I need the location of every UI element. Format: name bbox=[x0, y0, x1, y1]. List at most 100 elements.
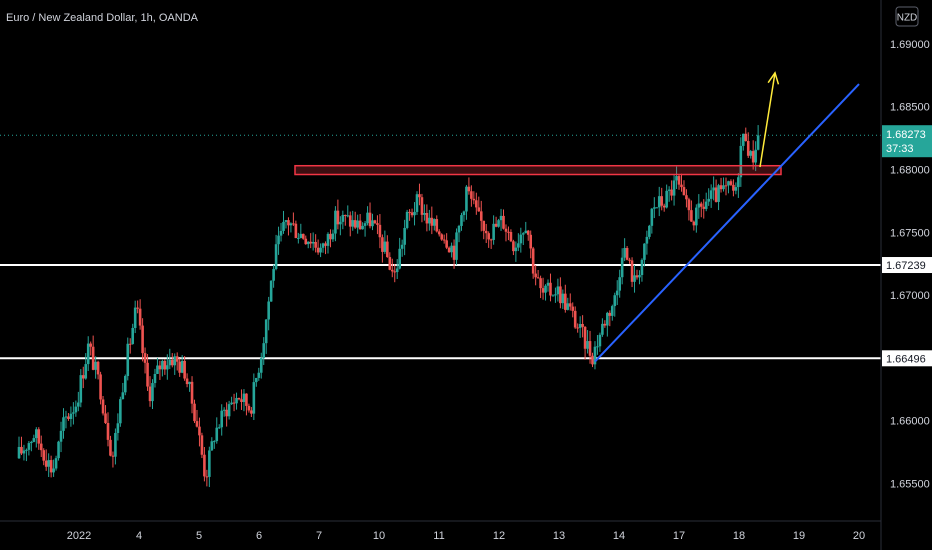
candle-body bbox=[447, 247, 451, 253]
candle-body bbox=[714, 187, 718, 202]
candle-body bbox=[101, 399, 105, 414]
candle-body bbox=[583, 326, 587, 349]
candle-body bbox=[697, 203, 701, 208]
candle-body bbox=[657, 196, 661, 208]
candle-body bbox=[408, 211, 411, 213]
candle-body bbox=[324, 243, 327, 246]
candle-body bbox=[561, 293, 565, 304]
candle-body bbox=[643, 243, 646, 260]
currency-badge[interactable]: NZD bbox=[895, 6, 919, 27]
candle-body bbox=[633, 275, 636, 282]
candle-body bbox=[67, 416, 70, 419]
candle-body bbox=[638, 275, 641, 278]
drawings bbox=[294, 71, 860, 363]
candle-body bbox=[230, 402, 233, 405]
candle-body bbox=[62, 417, 65, 431]
candle-body bbox=[198, 426, 201, 436]
candle-body bbox=[35, 429, 38, 439]
candle-body bbox=[17, 446, 21, 459]
candle-body bbox=[667, 189, 671, 191]
candle-body bbox=[413, 211, 416, 216]
candle-body bbox=[457, 225, 461, 233]
candle-body bbox=[680, 184, 683, 188]
candle-body bbox=[588, 341, 592, 356]
candle-body bbox=[54, 458, 58, 469]
candle-body bbox=[84, 364, 88, 379]
candle-body bbox=[648, 225, 651, 237]
time-axis[interactable]: 2022 4 5 6 7 10 11 12 13 14 17 18 19 20 bbox=[67, 530, 865, 542]
price-tick-label: 1.68000 bbox=[890, 164, 930, 176]
candle-body bbox=[620, 257, 624, 278]
candle-body bbox=[549, 282, 552, 296]
candle-body bbox=[284, 220, 288, 222]
candle-body bbox=[695, 207, 698, 226]
candle-body bbox=[544, 285, 547, 293]
trendline[interactable] bbox=[594, 83, 860, 363]
candle-body bbox=[749, 151, 753, 156]
candle-body bbox=[702, 206, 706, 209]
candle-body bbox=[509, 232, 513, 242]
candle-body bbox=[348, 215, 352, 227]
level-price-tag bbox=[882, 350, 932, 367]
projection-arrow-shaft[interactable] bbox=[759, 72, 776, 168]
candle-body bbox=[146, 362, 149, 387]
candle-body bbox=[131, 327, 135, 344]
candle-body bbox=[240, 399, 243, 403]
candle-body bbox=[138, 308, 142, 326]
candle-body bbox=[141, 325, 144, 354]
candle-body bbox=[635, 275, 639, 278]
candle-body bbox=[20, 446, 23, 454]
candle-body bbox=[30, 441, 33, 444]
candle-body bbox=[423, 212, 426, 215]
price-tick-label: 1.66000 bbox=[890, 416, 930, 428]
candle-body bbox=[274, 244, 278, 269]
candle-body bbox=[712, 187, 715, 191]
price-tick-label: 1.65500 bbox=[890, 478, 930, 490]
candle-body bbox=[739, 145, 743, 178]
candle-body bbox=[89, 343, 92, 347]
candle-body bbox=[489, 239, 493, 241]
candle-body bbox=[568, 303, 572, 307]
candle-body bbox=[442, 239, 446, 241]
candle-body bbox=[734, 187, 738, 191]
candle-body bbox=[677, 176, 681, 185]
candle-body bbox=[465, 186, 468, 212]
candle-body bbox=[487, 233, 490, 240]
candle-body bbox=[358, 220, 362, 230]
candle-body bbox=[497, 220, 500, 227]
candle-body bbox=[321, 243, 325, 248]
candle-body bbox=[613, 295, 617, 307]
candle-body bbox=[470, 191, 473, 199]
candle-body bbox=[591, 355, 594, 365]
chart-title: Euro / New Zealand Dollar, 1h, OANDA bbox=[6, 12, 199, 24]
candle-body bbox=[163, 360, 167, 370]
candle-body bbox=[690, 210, 693, 222]
candle-body bbox=[707, 198, 710, 202]
candle-body bbox=[346, 215, 350, 217]
resistance-zone[interactable] bbox=[294, 164, 782, 176]
candle-body bbox=[104, 413, 107, 424]
candle-body bbox=[709, 190, 713, 199]
candle-body bbox=[205, 476, 209, 478]
candle-body bbox=[722, 185, 725, 190]
candle-body bbox=[502, 215, 505, 229]
candle-body bbox=[158, 365, 162, 370]
level-price-label: 1.66496 bbox=[886, 353, 926, 365]
candle-body bbox=[623, 247, 626, 258]
candle-body bbox=[403, 227, 406, 245]
candle-body bbox=[630, 260, 634, 282]
candle-body bbox=[27, 443, 31, 450]
candle-body bbox=[119, 399, 122, 424]
candle-body bbox=[47, 460, 50, 467]
candle-body bbox=[428, 217, 431, 224]
candle-body bbox=[259, 358, 263, 373]
candle-body bbox=[344, 214, 347, 216]
candle-body bbox=[371, 220, 374, 227]
candle-body bbox=[133, 307, 137, 328]
candle-body bbox=[215, 427, 219, 442]
candle-body bbox=[77, 402, 80, 407]
candle-body bbox=[559, 286, 562, 304]
candle-body bbox=[356, 220, 359, 228]
candle-body bbox=[675, 176, 678, 181]
